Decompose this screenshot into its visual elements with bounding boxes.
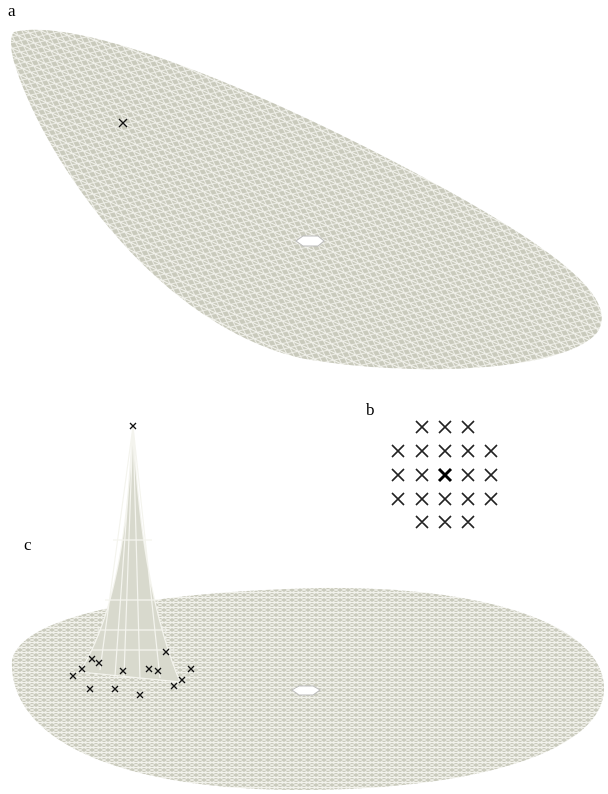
mesh-hole [295, 235, 325, 247]
marker [118, 118, 128, 128]
panel-label: b [366, 400, 375, 419]
panel-label: a [8, 1, 16, 20]
marker-grid [391, 420, 498, 529]
mesh-surface [11, 29, 602, 370]
marker-set [69, 422, 195, 699]
panel-label: c [24, 535, 32, 554]
mesh-peak [78, 425, 181, 683]
mesh-hole [291, 685, 321, 696]
